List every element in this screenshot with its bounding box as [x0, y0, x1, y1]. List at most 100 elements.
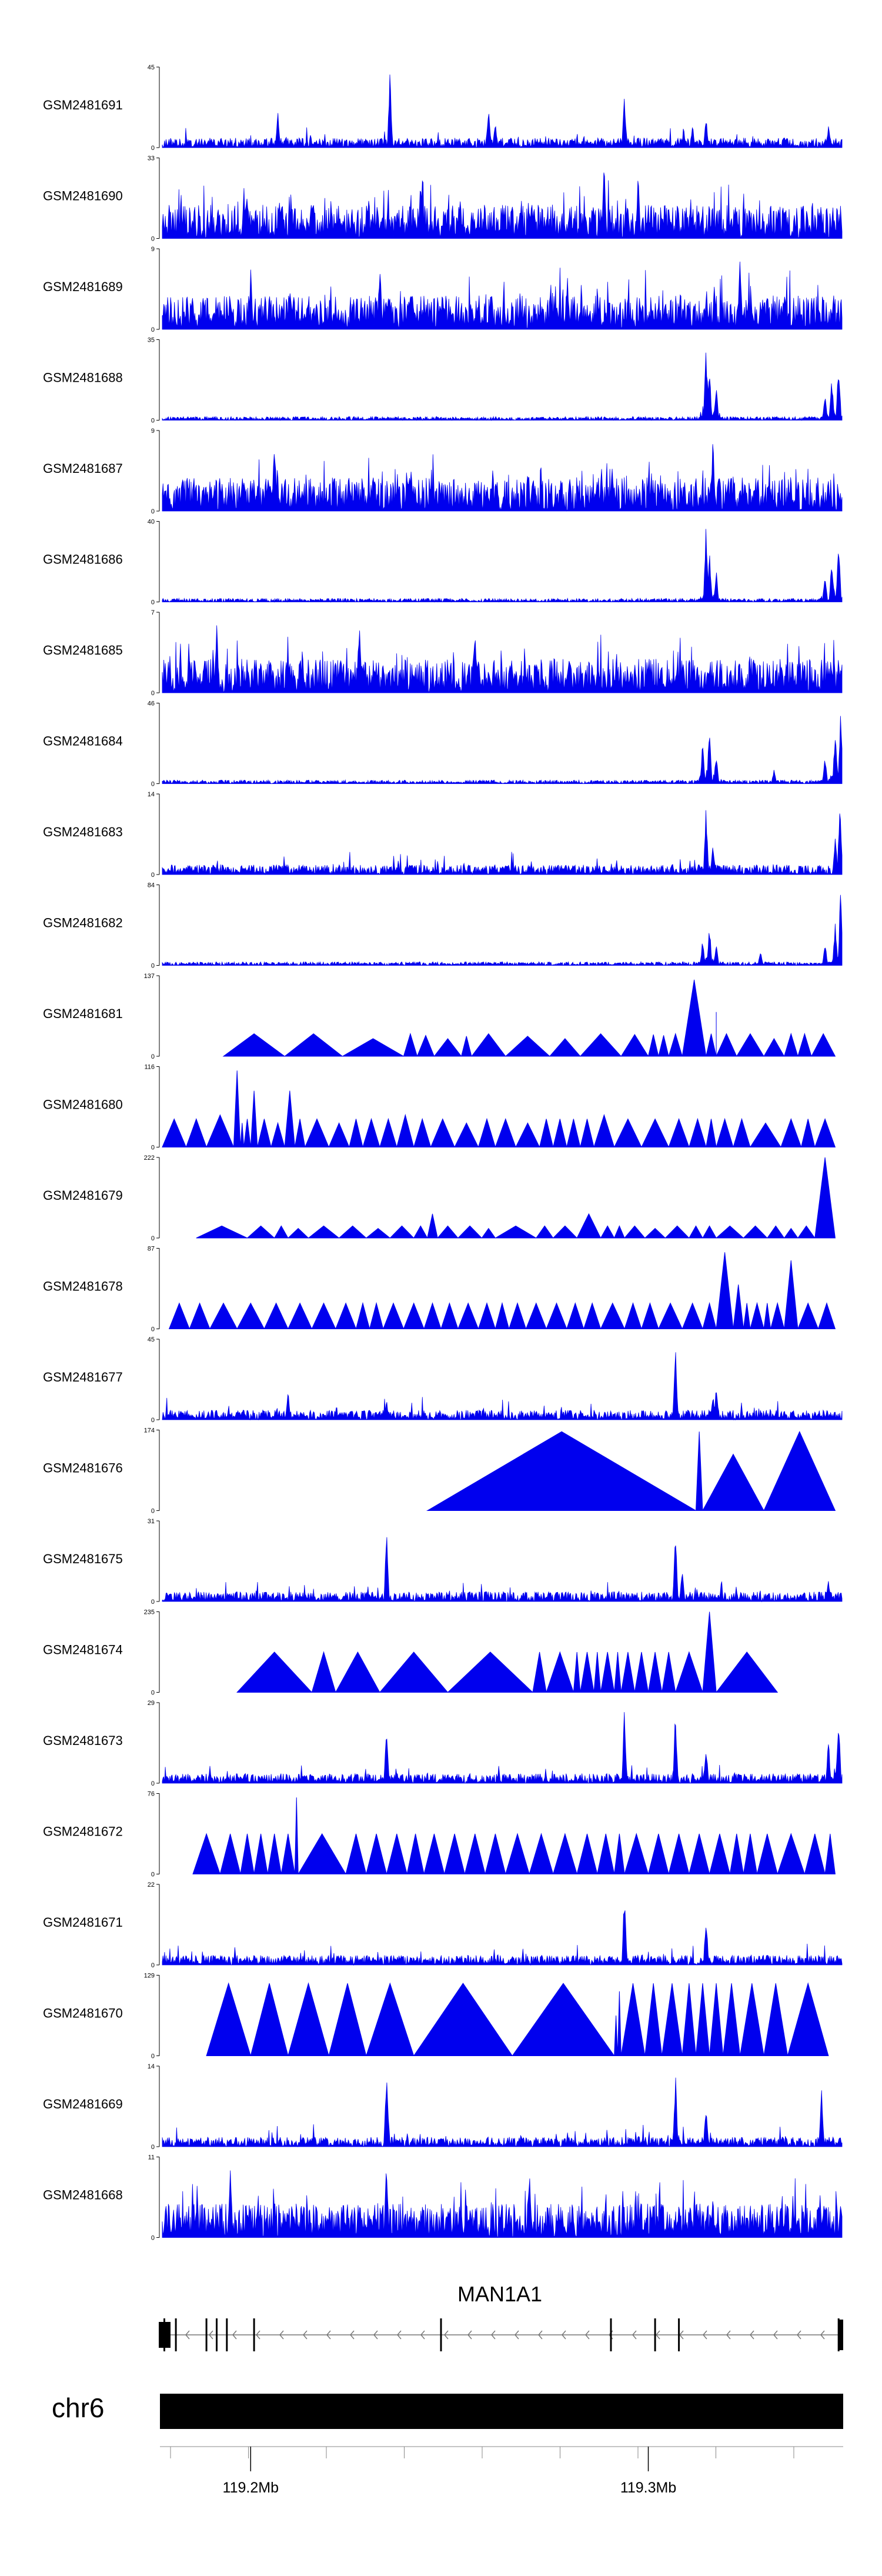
y-max-label: 22: [148, 1881, 155, 1888]
track-label: GSM2481681: [43, 1006, 123, 1021]
track-GSM2481680: GSM2481680 116 0: [43, 1064, 836, 1152]
chromosome-label: chr6: [52, 2393, 104, 2423]
y-min-label: 0: [151, 781, 155, 788]
y-max-label: 129: [144, 1973, 155, 1980]
strand-arrow: [750, 2330, 754, 2340]
track-label: GSM2481684: [43, 734, 123, 749]
coverage-area: [162, 1352, 843, 1421]
y-max-label: 46: [148, 700, 155, 708]
strand-arrow: [232, 2330, 237, 2340]
track-label: GSM2481678: [43, 1279, 123, 1294]
y-min-label: 0: [151, 1780, 155, 1787]
coverage-area: [162, 2077, 843, 2148]
strand-arrow: [491, 2330, 496, 2340]
coverage-area: [162, 1712, 843, 1784]
track-label: GSM2481677: [43, 1370, 123, 1384]
strand-arrow: [326, 2330, 331, 2340]
y-max-label: 31: [148, 1518, 155, 1525]
y-min-label: 0: [151, 2235, 155, 2242]
strand-arrow: [185, 2330, 190, 2340]
track-GSM2481691: GSM2481691 45 0: [43, 64, 843, 152]
y-max-label: 116: [144, 1064, 155, 1071]
strand-arrow: [467, 2330, 472, 2340]
y-min-label: 0: [151, 1962, 155, 1969]
coverage-area: [162, 1537, 843, 1603]
track-GSM2481690: GSM2481690 33 0: [43, 155, 843, 243]
exon: [175, 2318, 177, 2351]
y-max-label: 14: [148, 791, 155, 798]
gene-label: MAN1A1: [457, 2282, 542, 2306]
coverage-area: [196, 1157, 836, 1239]
strand-arrow: [373, 2330, 378, 2340]
strand-arrow: [726, 2330, 731, 2340]
track-GSM2481673: GSM2481673 29 0: [43, 1700, 843, 1787]
strand-arrow: [420, 2330, 425, 2340]
coverage-area: [162, 810, 843, 876]
strand-arrow: [562, 2330, 566, 2340]
coverage-area: [162, 261, 843, 330]
track-GSM2481670: GSM2481670 129 0: [43, 1973, 829, 2060]
y-min-label: 0: [151, 1053, 155, 1060]
y-min-label: 0: [151, 508, 155, 515]
y-min-label: 0: [151, 2144, 155, 2151]
y-max-label: 84: [148, 882, 155, 889]
exon: [163, 2318, 165, 2351]
gene-track: MAN1A1: [159, 2282, 843, 2351]
y-max-label: 222: [144, 1154, 155, 1162]
strand-arrow: [514, 2330, 519, 2340]
strand-arrow: [256, 2330, 260, 2340]
track-label: GSM2481668: [43, 2188, 123, 2203]
y-max-label: 76: [148, 1791, 155, 1798]
track-label: GSM2481679: [43, 1188, 123, 1203]
y-min-label: 0: [151, 2053, 155, 2060]
coverage-area: [168, 1252, 836, 1329]
exon: [837, 2318, 840, 2351]
track-GSM2481669: GSM2481669 14 0: [43, 2063, 843, 2151]
track-label: GSM2481683: [43, 825, 123, 839]
strand-arrow: [632, 2330, 637, 2340]
strand-arrow: [350, 2330, 355, 2340]
track-GSM2481672: GSM2481672 76 0: [43, 1791, 836, 1878]
y-min-label: 0: [151, 1871, 155, 1878]
track-GSM2481676: GSM2481676 174 0: [43, 1427, 836, 1515]
coverage-area: [162, 625, 843, 693]
coverage-area: [162, 1070, 836, 1147]
coverage-area: [192, 1797, 836, 1874]
y-max-label: 7: [151, 609, 155, 616]
exon: [226, 2318, 228, 2351]
track-GSM2481687: GSM2481687 9 0: [43, 428, 843, 515]
axis-tick-label: 119.2Mb: [223, 2480, 279, 2496]
coverage-area: [162, 444, 843, 512]
track-GSM2481671: GSM2481671 22 0: [43, 1881, 843, 1969]
y-min-label: 0: [151, 690, 155, 697]
y-min-label: 0: [151, 1508, 155, 1515]
exon: [610, 2318, 612, 2351]
y-min-label: 0: [151, 236, 155, 243]
track-label: GSM2481672: [43, 1824, 123, 1839]
track-label: GSM2481680: [43, 1097, 123, 1112]
y-min-label: 0: [151, 872, 155, 879]
track-GSM2481678: GSM2481678 87 0: [43, 1246, 836, 1333]
track-GSM2481689: GSM2481689 9 0: [43, 246, 843, 333]
y-min-label: 0: [151, 1326, 155, 1333]
coverage-area: [162, 895, 843, 966]
track-label: GSM2481682: [43, 916, 123, 930]
strand-arrow: [703, 2330, 707, 2340]
y-max-label: 33: [148, 155, 155, 162]
y-max-label: 87: [148, 1246, 155, 1253]
coverage-area: [222, 979, 836, 1057]
exon: [216, 2318, 218, 2351]
y-max-label: 45: [148, 1336, 155, 1343]
strand-arrow: [820, 2330, 825, 2340]
axis-tick-label: 119.3Mb: [620, 2480, 676, 2496]
y-max-label: 29: [148, 1700, 155, 1707]
y-max-label: 9: [151, 428, 155, 435]
y-max-label: 174: [144, 1427, 155, 1434]
strand-arrow: [797, 2330, 801, 2340]
coverage-area: [236, 1611, 779, 1693]
exon: [205, 2318, 208, 2351]
track-GSM2481683: GSM2481683 14 0: [43, 791, 843, 879]
y-min-label: 0: [151, 1690, 155, 1697]
track-GSM2481679: GSM2481679 222 0: [43, 1154, 836, 1242]
